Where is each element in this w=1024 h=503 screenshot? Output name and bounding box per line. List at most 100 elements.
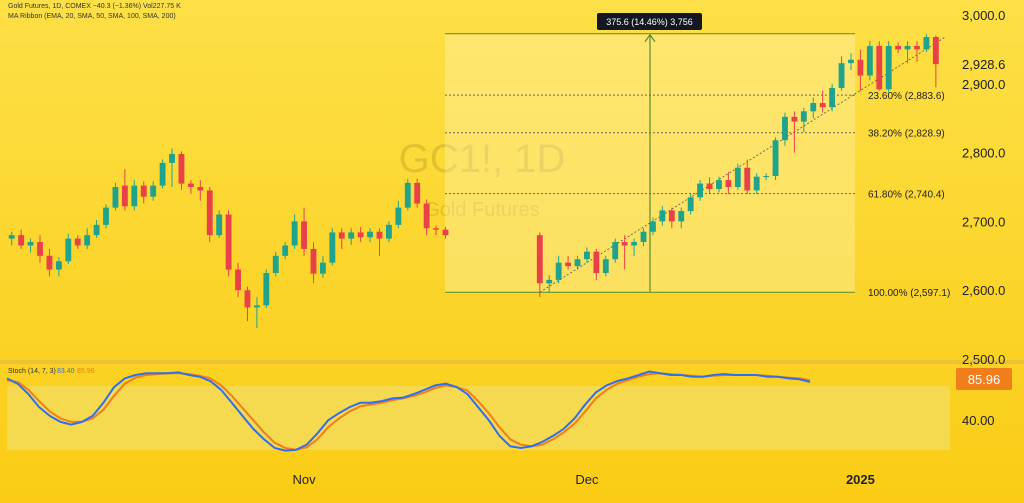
last-price-label: 2,928.6 [962, 57, 1005, 72]
stoch-k-value: 83.40 [57, 368, 75, 375]
x-tick-label: 2025 [846, 472, 875, 487]
candle-body [244, 290, 251, 308]
candle-body [716, 180, 722, 190]
candle-body [791, 116, 798, 122]
candle-body [423, 203, 430, 229]
candle-body [923, 37, 930, 50]
candle-body [55, 261, 62, 270]
candle-body [329, 232, 336, 263]
stoch-band [7, 386, 950, 450]
candle-body [319, 262, 326, 274]
candle-body [932, 37, 939, 65]
candle-body [565, 262, 572, 267]
fib-level-label: 61.80% (2,740.4) [868, 190, 945, 201]
candle-body [744, 167, 751, 191]
x-tick-label: Nov [292, 472, 316, 487]
candle-body [584, 251, 590, 260]
candle-body [857, 59, 864, 76]
candle-body [235, 269, 241, 291]
candle-body [555, 262, 562, 280]
stoch-badge [956, 368, 1012, 390]
y-tick-label: 2,600.0 [962, 283, 1005, 298]
header-line-2: MA Ribbon (EMA, 20, SMA, 50, SMA, 100, S… [8, 13, 176, 20]
candle-body [169, 153, 175, 163]
y-tick-label: 2,800.0 [962, 146, 1005, 161]
candle-body [810, 103, 817, 112]
candle-body [772, 140, 779, 176]
candle-body [659, 210, 666, 222]
candle-body [385, 224, 392, 239]
candle-body [753, 176, 760, 191]
candle-body [819, 103, 826, 108]
candle-body [37, 242, 43, 256]
candle-body [395, 207, 402, 225]
y-tick-label: 2,700.0 [962, 214, 1005, 229]
y-tick-label: 2,500.0 [962, 352, 1005, 367]
candle-body [376, 231, 383, 239]
candle-body [140, 185, 147, 197]
candle-body [404, 182, 411, 208]
candle-body [612, 242, 619, 260]
candle-body [65, 238, 72, 262]
candle-body [631, 242, 638, 246]
candle-body [225, 214, 232, 270]
measure-arrow-head [644, 33, 656, 43]
candle-body [621, 242, 628, 246]
candle-body [838, 63, 845, 88]
candle-body [159, 162, 166, 186]
candle-body [782, 116, 788, 141]
candle-body [178, 153, 185, 184]
watermark-symbol: GC1!, 1D [399, 137, 566, 181]
fib-level-label: 23.60% (2,883.6) [868, 91, 945, 102]
candle-body [291, 221, 298, 246]
candle-body [725, 180, 732, 187]
candle-body [640, 231, 647, 243]
candle-body [150, 185, 157, 197]
candle-body [763, 175, 770, 177]
candle-body [914, 45, 920, 50]
candle-body [84, 235, 91, 246]
candle-body [121, 185, 128, 207]
candle-body [187, 183, 194, 187]
y-tick-label: 3,000.0 [962, 8, 1005, 23]
candle-body [253, 305, 260, 308]
candle-body [301, 221, 307, 249]
candle-body [282, 245, 289, 256]
candle-body [895, 45, 902, 50]
candle-body [697, 183, 704, 198]
watermark-name: Gold Futures [424, 199, 540, 221]
candle-body [593, 251, 600, 273]
fib-level-label: 100.00% (2,597.1) [868, 288, 950, 299]
candle-body [414, 182, 421, 204]
candle-body [904, 45, 911, 50]
candle-body [18, 235, 25, 246]
candle-body [574, 259, 581, 267]
candle-body [367, 231, 373, 238]
measure-label-bg [597, 13, 702, 30]
candle-body [197, 187, 204, 191]
candle-body [338, 232, 345, 239]
candle-body [27, 242, 34, 246]
candle-body [310, 248, 317, 274]
candle-body [46, 255, 53, 270]
candle-body [706, 183, 713, 190]
candle-body [848, 59, 854, 64]
candle-body [536, 235, 543, 284]
candle-body [866, 45, 873, 76]
candle-body [650, 221, 656, 232]
candle-body [348, 232, 355, 239]
candle-body [876, 45, 883, 90]
fib-level-label: 38.20% (2,828.9) [868, 129, 945, 140]
candle-body [546, 279, 553, 284]
candle-body [8, 235, 15, 239]
candle-body [74, 238, 81, 246]
measure-label: 375.6 (14.46%) 3,756 [606, 17, 693, 27]
candle-body [433, 228, 439, 230]
stoch-name: Stoch (14, 7, 3) [8, 368, 56, 375]
candle-body [103, 207, 109, 225]
candle-body [216, 214, 223, 236]
header-line-1: Gold Futures, 1D, COMEX −40.3 (−1.36%) V… [8, 3, 181, 10]
candle-body [678, 211, 685, 222]
